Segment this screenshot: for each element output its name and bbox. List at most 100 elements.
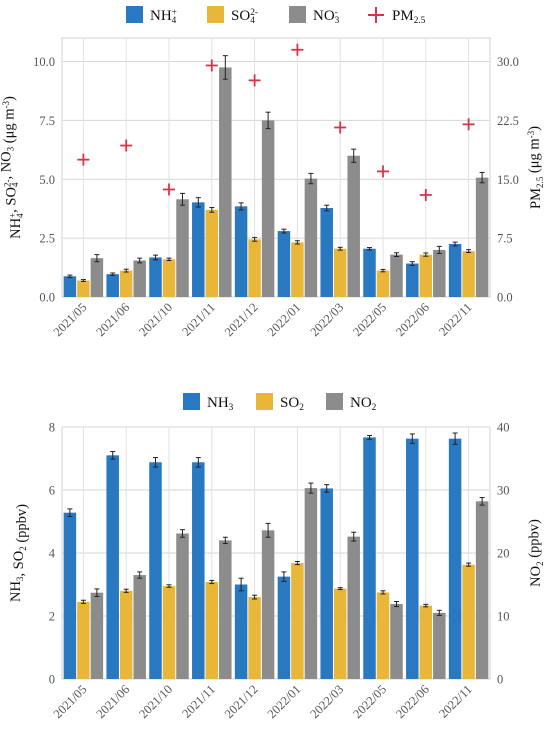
- bar-s1-4: [248, 597, 261, 679]
- legend-swatch: [183, 393, 200, 410]
- legend-label: NH4+: [150, 8, 177, 26]
- bar-s1-8: [419, 605, 433, 679]
- legend-chem-sub: 4: [250, 16, 255, 26]
- bar-s2-4: [261, 530, 275, 679]
- y-left-axis-title: NH3, SO2 (ppbv): [8, 504, 30, 602]
- legend-item-0: NH3: [183, 393, 234, 413]
- rlab-unit-post: ): [526, 126, 542, 131]
- legend-chem-base: NH: [150, 8, 172, 24]
- bar-s1-9: [462, 251, 475, 297]
- bar-s0-4: [234, 206, 248, 297]
- bar-s0-6: [320, 488, 333, 679]
- legend-swatch: [207, 6, 224, 23]
- bar-s1-1: [119, 590, 133, 679]
- bar-s2-0: [90, 258, 104, 297]
- bar-s2-4: [261, 120, 275, 297]
- bar-s1-2: [162, 259, 176, 297]
- bar-s1-0: [77, 280, 90, 297]
- lab-unit-post: ): [1, 96, 17, 101]
- legend-swatch: [126, 6, 143, 23]
- plot-area: [61, 37, 491, 298]
- bar-s0-1: [106, 274, 119, 297]
- legend-item-0: NH4+: [126, 6, 177, 26]
- bar-s2-5: [304, 178, 318, 297]
- legend-chem-sub: 2: [372, 403, 377, 413]
- x-tick-label: 2022/06: [393, 300, 432, 339]
- bar-s0-0: [63, 512, 77, 679]
- y-left-tick-label: 6: [49, 484, 55, 498]
- x-tick-label: 2021/06: [93, 682, 132, 721]
- lab-so-base: SO: [3, 187, 19, 206]
- y-right-tick-label: 30.0: [497, 55, 519, 69]
- legend-swatch: [289, 6, 306, 23]
- y-right-axis-title: PM2.5 (μg m-3): [526, 126, 545, 209]
- bar-s2-2: [176, 199, 189, 297]
- pm25-point-9: [462, 118, 475, 131]
- bar-s1-0: [77, 601, 90, 679]
- rlab-sub: 2: [535, 561, 545, 566]
- pm25-point-2: [163, 183, 175, 196]
- bar-s0-0: [63, 276, 77, 297]
- legend-item-1: SO2: [256, 393, 304, 413]
- y-right-tick-label: 15.0: [497, 173, 519, 187]
- lab-no-sub: 3: [5, 146, 15, 151]
- y-left-tick-label: 0: [49, 673, 55, 687]
- bar-s0-6: [320, 207, 333, 297]
- x-tick-label: 2022/05: [350, 300, 389, 339]
- bar-s0-2: [149, 257, 162, 297]
- bar-s0-7: [363, 437, 376, 679]
- bar-s2-0: [90, 592, 104, 679]
- lab-b-sub: 2: [18, 546, 28, 551]
- bar-s0-2: [149, 462, 162, 679]
- bar-s0-9: [448, 244, 462, 297]
- bar-s1-7: [376, 270, 390, 297]
- x-tick-label: 2022/06: [393, 682, 432, 721]
- legend-chem-sub: 3: [335, 16, 340, 26]
- x-tick-label: 2022/03: [307, 300, 346, 339]
- y-left-tick-label: 2: [49, 610, 55, 624]
- pm25-point-6: [334, 121, 347, 134]
- lab-sep2: ,: [0, 172, 14, 179]
- x-tick-label: 2021/11: [179, 300, 218, 339]
- legend-chem-sub: 4: [172, 16, 177, 26]
- bar-s2-3: [219, 67, 232, 297]
- bar-s1-2: [162, 586, 176, 679]
- y-right-tick-label: 22.5: [497, 114, 519, 128]
- y-left-tick-label: 8: [49, 421, 55, 435]
- y-right-tick-label: 30: [497, 484, 510, 498]
- lab-unit: (ppbv): [14, 504, 30, 546]
- legend-label: SO2: [280, 395, 304, 413]
- legend-chem-sup: +: [172, 8, 177, 18]
- legend-label: NH3: [207, 395, 234, 413]
- bar-s0-4: [234, 584, 248, 679]
- rlab-base: PM: [528, 188, 544, 209]
- pm25-point-5: [291, 43, 304, 56]
- lab-nh-sub: 4: [15, 213, 25, 218]
- bar-s0-8: [406, 438, 419, 679]
- bar-s1-5: [291, 563, 304, 679]
- rlab-unit: (ppbv): [526, 519, 542, 561]
- lab-nh-base: NH: [8, 217, 24, 238]
- bar-s2-8: [433, 249, 446, 297]
- pm25-point-4: [248, 74, 261, 87]
- rlab-sub: 2.5: [535, 176, 545, 188]
- x-tick-label: 2021/10: [136, 300, 175, 339]
- y-left-tick-label: 0.0: [39, 291, 55, 305]
- legend-chem-base: NO: [350, 395, 372, 411]
- bar-s2-2: [176, 533, 189, 679]
- lab-so-sup: 2-: [2, 180, 12, 187]
- x-tick-label: 2021/05: [51, 300, 90, 339]
- y-left-tick-label: 2.5: [39, 232, 55, 246]
- x-tick-label: 2022/01: [265, 682, 304, 721]
- bar-s1-8: [419, 254, 433, 297]
- rlab-unit-sup: -3: [526, 130, 536, 138]
- bar-s1-4: [248, 239, 261, 297]
- bar-s0-1: [106, 455, 119, 679]
- legend-item-1: SO42-: [207, 6, 258, 26]
- bar-s1-3: [205, 209, 219, 297]
- lab-b-base: SO: [11, 551, 27, 570]
- lab-unit-sup: -3: [1, 100, 11, 108]
- y-left-tick-label: 4: [49, 547, 56, 561]
- legend-item-3: PM2.5: [368, 7, 426, 26]
